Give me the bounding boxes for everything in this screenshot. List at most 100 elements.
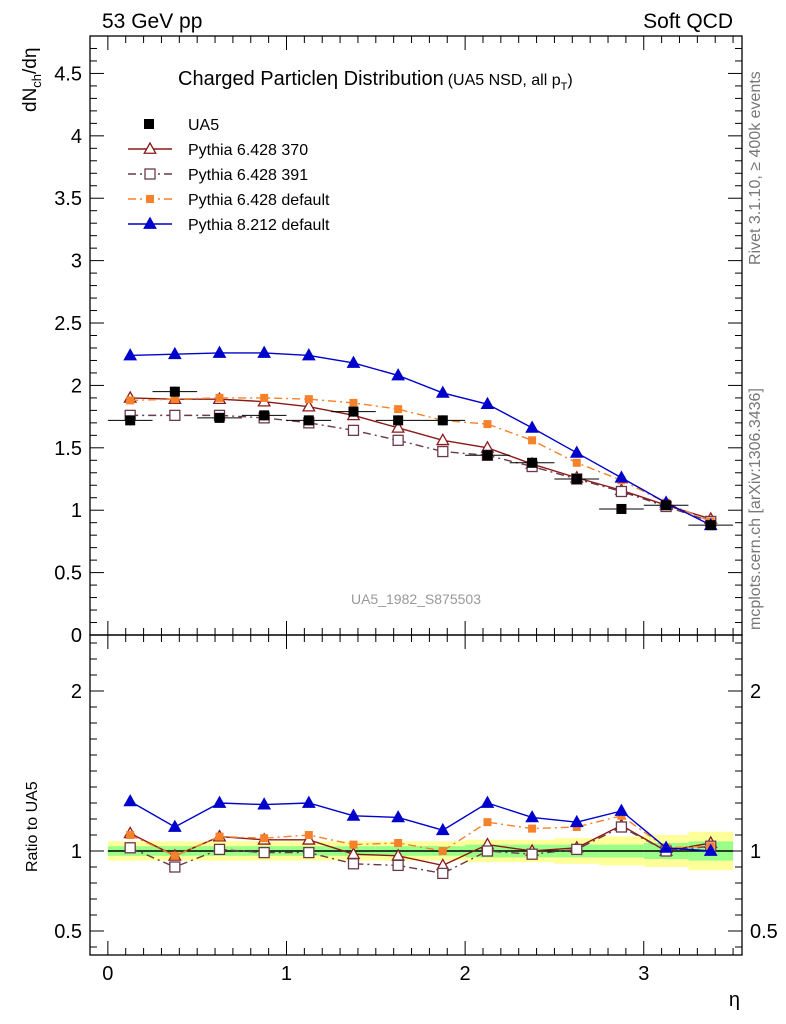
x-tick-label: 0 <box>102 963 113 985</box>
series-marker <box>169 409 181 422</box>
series-marker <box>146 195 154 203</box>
series-lines <box>123 345 718 880</box>
series-marker <box>391 420 405 433</box>
series-marker <box>170 851 179 860</box>
series-marker <box>615 485 628 498</box>
legend: UA5 Pythia 6.428 370 Pythia 6.428 391 Pythi… <box>128 117 330 234</box>
x-tick-label: 2 <box>460 963 471 985</box>
legend-marker-data <box>144 119 154 129</box>
series-marker <box>435 822 450 836</box>
series-marker <box>212 795 227 808</box>
plot-title: Charged Particleη Distribution (UA5 NSD, … <box>178 68 573 93</box>
series-marker <box>170 395 179 404</box>
series-marker <box>569 445 584 458</box>
series-marker <box>213 843 226 856</box>
series-marker <box>437 867 449 880</box>
series-marker <box>483 818 492 827</box>
legend-label: Pythia 8.212 default <box>188 217 330 234</box>
series-line-ratio <box>129 815 711 857</box>
y-tick-label-main: 1 <box>71 500 82 522</box>
data-point <box>437 415 448 426</box>
series-marker <box>526 848 538 860</box>
series-marker <box>435 432 450 446</box>
series-marker <box>480 795 495 808</box>
ylabel-sub: ch <box>29 74 44 88</box>
data-point <box>482 450 493 461</box>
series-marker <box>260 393 269 402</box>
legend-entry-data: UA5 <box>144 117 219 134</box>
y-tick-label-ratio-right: 2 <box>750 681 761 703</box>
series-marker <box>659 840 673 853</box>
title-symbol: η <box>327 68 338 90</box>
series-marker <box>143 216 157 229</box>
series-marker <box>614 803 629 816</box>
header-left-label: 53 GeV pp <box>102 10 202 33</box>
series-line-main <box>130 397 711 520</box>
series-marker <box>346 808 361 821</box>
series-line-main <box>130 397 712 523</box>
y-tick-label-ratio: 1 <box>71 841 82 863</box>
y-tick-label-main: 4 <box>71 126 82 148</box>
series-marker <box>167 819 182 832</box>
legend-entry: Pythia 6.428 default <box>128 192 330 209</box>
series-marker <box>528 436 537 445</box>
y-tick-label-main: 3.5 <box>54 188 82 210</box>
y-tick-label-main: 0.5 <box>54 563 82 585</box>
x-tick-label: 1 <box>281 963 292 985</box>
ratio-panel-frame <box>89 634 743 956</box>
legend-entry: Pythia 6.428 370 <box>128 141 308 159</box>
data-point <box>705 520 716 531</box>
series-marker <box>569 814 584 828</box>
data-point <box>616 503 627 514</box>
y-axis-label-ratio: Ratio to UA5 <box>24 781 41 872</box>
series-marker <box>480 396 495 410</box>
series-marker <box>483 420 492 429</box>
y-tick-label-main: 1.5 <box>54 438 82 460</box>
x-axis-label: η <box>729 989 740 1011</box>
y-tick-label-ratio-right: 0.5 <box>750 921 778 943</box>
series-marker <box>572 458 581 467</box>
series-marker <box>304 395 313 404</box>
series-marker <box>167 346 182 360</box>
x-tick-label: 3 <box>638 963 649 985</box>
series-marker <box>301 348 316 361</box>
title-word: Distribution <box>338 68 444 90</box>
ylabel-d: dN <box>20 88 41 112</box>
data-point <box>527 457 538 468</box>
y-tick-label-main: 4.5 <box>54 63 82 85</box>
series-marker <box>123 794 138 807</box>
title-sub-close: ) <box>567 72 572 89</box>
series-marker <box>394 405 403 414</box>
series-marker <box>215 393 224 402</box>
series-marker <box>257 345 272 358</box>
y-tick-label-main: 2 <box>71 375 82 397</box>
series-line-ratio <box>129 824 711 867</box>
title-sub: (UA5 NSD, all p <box>448 72 561 89</box>
data-point <box>393 415 404 426</box>
axes: 0 1 2 3 0 0.5 1 1.5 2 2.5 3 3.5 4 4.5 0.5 0.5 1 1 2 2 <box>54 35 778 985</box>
series-marker <box>144 168 156 180</box>
series-marker <box>126 396 135 405</box>
series-marker <box>347 858 360 870</box>
data-point <box>571 474 582 485</box>
series-marker <box>392 434 404 446</box>
data-point <box>661 500 672 511</box>
data-point <box>303 415 314 426</box>
y-tick-label-ratio-right: 1 <box>750 841 761 863</box>
series-marker <box>349 398 358 407</box>
series-marker <box>212 345 227 358</box>
header-right-label: Soft QCD <box>643 10 733 33</box>
series-marker <box>391 368 405 381</box>
series-marker <box>260 834 269 843</box>
series-marker <box>169 861 181 873</box>
series-marker <box>571 843 583 856</box>
series-marker <box>435 385 450 398</box>
ylabel-rest: /dη <box>20 48 41 74</box>
legend-label: Pythia 6.428 370 <box>188 142 308 159</box>
series-marker <box>525 810 539 823</box>
series-marker <box>394 839 403 847</box>
series-marker <box>123 348 138 361</box>
y-axis-label-main: dNch/dη <box>20 48 44 112</box>
series-marker <box>528 824 537 833</box>
data-point <box>169 386 180 397</box>
